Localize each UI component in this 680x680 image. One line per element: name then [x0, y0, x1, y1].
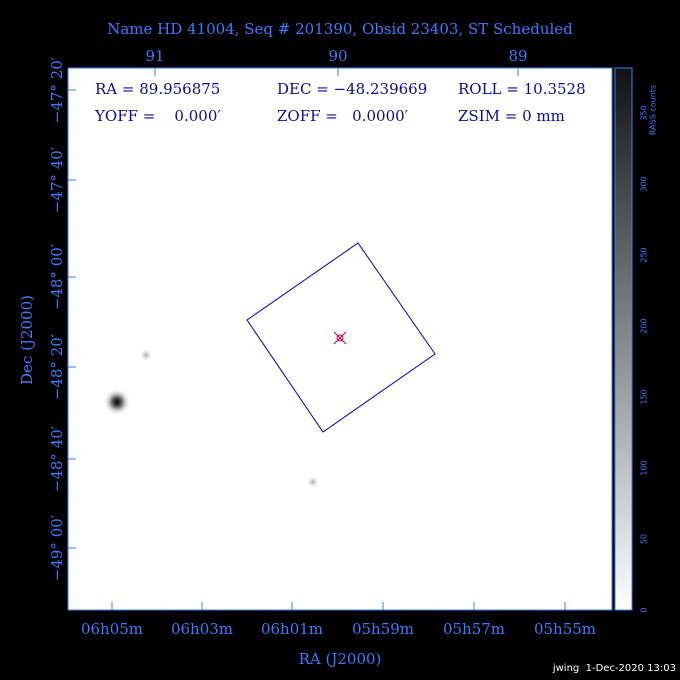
colorbar-label: 250 — [640, 247, 649, 262]
colorbar-label: 0 — [640, 607, 649, 612]
x-tick-label: 06h03m — [171, 620, 233, 638]
y-tick-label: −47° 40′ — [48, 146, 66, 213]
y-tick-label: −48° 00′ — [48, 243, 66, 310]
colorbar-title: RASS counts — [649, 85, 658, 135]
top-tick-label: 89 — [508, 47, 527, 65]
footer: jwing 1-Dec-2020 13:03 — [552, 663, 676, 674]
y-axis-title: Dec (J2000) — [18, 295, 36, 385]
colorbar — [614, 67, 633, 611]
info-text: ZSIM = 0 mm — [458, 107, 565, 125]
image-frame — [67, 67, 613, 611]
colorbar-label: 350 — [640, 105, 649, 120]
source — [139, 348, 153, 362]
x-tick-label: 06h05m — [81, 620, 143, 638]
info-text: YOFF = 0.000′ — [94, 107, 221, 125]
y-tick-label: −49° 00′ — [48, 514, 66, 581]
info-text: RA = 89.956875 — [95, 80, 220, 98]
x-axis-title: RA (J2000) — [299, 650, 382, 668]
x-tick-label: 05h59m — [352, 620, 414, 638]
colorbar-label: 150 — [640, 389, 649, 404]
colorbar-label: 200 — [640, 318, 649, 333]
target-marker — [333, 331, 347, 345]
source — [306, 475, 320, 489]
title: Name HD 41004, Seq # 201390, Obsid 23403… — [107, 20, 573, 38]
x-tick-label: 05h57m — [443, 620, 505, 638]
top-tick-label: 91 — [145, 47, 164, 65]
colorbar-label: 50 — [640, 534, 649, 544]
info-text: ZOFF = 0.0000′ — [277, 107, 409, 125]
top-tick-label: 90 — [328, 47, 347, 65]
y-tick-label: −48° 40′ — [48, 425, 66, 492]
x-tick-label: 06h01m — [261, 620, 323, 638]
source — [103, 388, 131, 416]
y-tick-label: −48° 20′ — [48, 333, 66, 400]
colorbar-label: 300 — [640, 176, 649, 191]
x-tick-label: 05h55m — [534, 620, 596, 638]
detector-footprint — [246, 242, 436, 433]
info-text: ROLL = 10.3528 — [458, 80, 586, 98]
info-text: DEC = −48.239669 — [277, 80, 427, 98]
colorbar-label: 100 — [640, 460, 649, 475]
y-tick-label: −47° 20′ — [48, 56, 66, 123]
